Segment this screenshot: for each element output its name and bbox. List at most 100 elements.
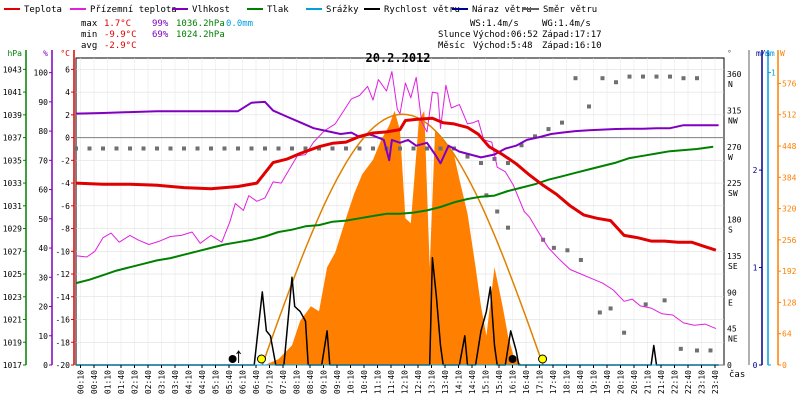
wind-axis-label: m/s — [756, 49, 771, 58]
direction-tick-label: 360 — [727, 70, 742, 79]
x-tick-label: 04:10 — [185, 370, 194, 394]
pressure-axis-tick-label: 1041 — [3, 88, 22, 97]
solar-axis-tick-label: 64 — [782, 330, 792, 339]
solar-axis-tick-label: 320 — [782, 205, 797, 214]
humidity-axis-tick-label: 80 — [38, 127, 48, 136]
wind-direction-point — [643, 302, 648, 307]
wind-direction-point — [492, 156, 497, 161]
pressure-axis-tick-label: 1029 — [3, 225, 22, 234]
wind-direction-point — [438, 146, 443, 151]
compass-label: NE — [728, 335, 738, 344]
direction-tick-label: 270 — [727, 143, 742, 152]
direction-tick-label: 180 — [727, 216, 742, 225]
moonrise-arrow-icon — [236, 350, 242, 363]
legend-label: Vlhkost — [192, 5, 230, 15]
x-tick-label: 04:40 — [198, 370, 207, 394]
x-tick-label: 00:10 — [77, 370, 86, 394]
series-lines — [75, 71, 719, 366]
x-tick-label: 06:40 — [252, 370, 261, 394]
pressure-axis-tick-label: 1033 — [3, 179, 22, 188]
stats-min-press: 1024.2hPa — [176, 30, 225, 40]
wind-direction-series — [74, 74, 713, 353]
pressure-axis-tick-label: 1037 — [3, 134, 22, 143]
humidity-axis-tick-label: 0 — [43, 361, 48, 370]
wind-direction-point — [608, 306, 613, 311]
x-tick-label: 20:40 — [630, 370, 639, 394]
solar-max-curve — [261, 113, 544, 366]
x-axis-label: čas — [729, 369, 745, 380]
compass-label: E — [728, 298, 733, 307]
wind-direction-point — [695, 348, 699, 353]
wind-direction-point — [155, 146, 159, 151]
legend-label: Teplota — [24, 5, 62, 15]
stats-max-rain: 0.0mm — [226, 19, 253, 29]
wind-direction-point — [330, 146, 335, 151]
temperature-axis-tick-label: -12 — [56, 270, 71, 279]
x-tick-label: 09:10 — [320, 370, 329, 394]
temperature-axis-tick-label: -14 — [56, 293, 71, 302]
pressure-axis-tick-label: 1023 — [3, 293, 22, 302]
solar-axis-tick-label: 128 — [782, 298, 797, 307]
compass-label: SW — [728, 189, 738, 198]
wind-direction-point — [101, 146, 105, 151]
pressure-axis-tick-label: 1025 — [3, 270, 22, 279]
wind-direction-point — [597, 310, 602, 315]
humidity-axis-tick-label: 50 — [38, 215, 48, 224]
pressure-axis-tick-label: 1027 — [3, 247, 22, 256]
x-tick-label: 16:10 — [509, 370, 518, 394]
wind-gust-info: WG:1.4m/s — [542, 19, 591, 29]
wind-direction-point — [479, 161, 483, 166]
solar-axis-tick-label: 192 — [782, 267, 797, 276]
x-tick-label: 08:40 — [306, 370, 315, 394]
wind-direction-point — [236, 146, 240, 151]
pressure-axis-label: hPa — [8, 49, 23, 58]
x-tick-label: 03:40 — [171, 370, 180, 394]
left-axes: hPa 1017 1019 1021 1023 1025 1027 1029 1031 1033 1… — [3, 49, 75, 370]
stats-max-press: 1036.2hPa — [176, 19, 225, 29]
humidity-axis-tick-label: 10 — [38, 332, 48, 341]
temperature-axis-tick-label: -2 — [60, 156, 70, 165]
x-tick-label: 17:40 — [549, 370, 558, 394]
x-tick-label: 23:40 — [711, 370, 720, 394]
x-tick-label: 09:40 — [333, 370, 342, 394]
wind-direction-point — [573, 76, 578, 81]
x-tick-label: 02:10 — [131, 370, 140, 394]
x-tick-label: 11:40 — [387, 370, 396, 394]
wind-direction-point — [578, 257, 583, 262]
wind-direction-point — [303, 146, 308, 151]
wind-direction-point — [678, 346, 683, 351]
wind-direction-point — [128, 146, 132, 151]
wind-direction-point — [114, 146, 119, 151]
plot-area — [74, 57, 725, 366]
legend-label: Tlak — [267, 5, 289, 15]
x-tick-label: 01:40 — [117, 370, 126, 394]
x-tick-label: 15:40 — [495, 370, 504, 394]
x-tick-label: 10:40 — [360, 370, 369, 394]
temperature-axis-tick-label: -18 — [56, 338, 71, 347]
solar-axis-tick-label: 512 — [782, 111, 797, 120]
x-tick-label: 02:40 — [144, 370, 153, 394]
right-axes: ° 0 45 90 135 180 225 270 315 360 NE E SE S SW W NW N 0 1 2 1… — [727, 49, 797, 370]
x-tick-label: 17:10 — [536, 370, 545, 394]
sun-label: Slunce — [438, 30, 471, 40]
wind-direction-point — [276, 146, 281, 151]
x-tick-label: 19:40 — [603, 370, 612, 394]
temperature-axis-tick-label: -20 — [56, 361, 71, 370]
compass-label: SE — [728, 262, 738, 271]
wind-direction-point — [495, 209, 500, 214]
wind-direction-point — [695, 76, 699, 81]
stats-max-hum: 99% — [152, 19, 169, 29]
legend: Teplota Přízemní teplota Vlhkost Tlak Srážky… — [4, 5, 597, 15]
x-tick-label: 20:10 — [617, 370, 626, 394]
rain-axis-label: mm — [765, 49, 775, 58]
wind-direction-point — [411, 146, 416, 151]
wind-speed-info: WS:1.4m/s — [470, 19, 519, 29]
temperature-axis-tick-label: -10 — [56, 247, 71, 256]
temperature-axis-tick-label: 4 — [65, 88, 70, 97]
x-tick-label: 07:40 — [279, 370, 288, 394]
x-tick-label: 13:10 — [428, 370, 437, 394]
humidity-axis-tick-label: 100 — [34, 69, 49, 78]
wind-direction-point — [681, 76, 686, 81]
direction-tick-label: 45 — [727, 325, 737, 334]
pressure-axis-tick-label: 1017 — [3, 361, 22, 370]
